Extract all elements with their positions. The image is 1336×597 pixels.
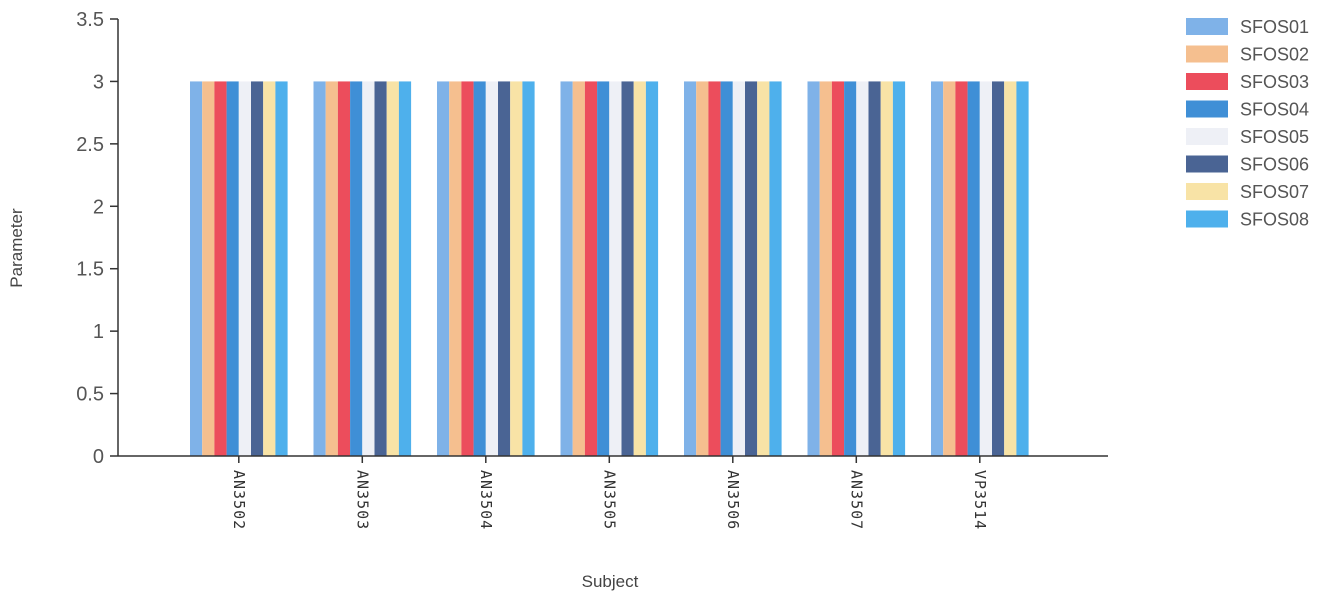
bar (374, 81, 387, 456)
y-tick-label: 0 (93, 446, 104, 468)
y-axis: 0 0.5 1 1.5 2 2.5 3 3.5 (76, 9, 119, 468)
x-tick-label: AN3502 (230, 470, 248, 530)
legend-label: SFOS05 (1240, 127, 1309, 147)
bar (696, 81, 709, 456)
x-tick-label: AN3505 (600, 470, 618, 530)
y-tick-label: 3 (93, 71, 104, 93)
legend-swatch (1186, 100, 1228, 118)
bar (745, 81, 758, 456)
plot-area (190, 81, 1029, 456)
bar (844, 81, 857, 456)
bar (831, 81, 845, 456)
bar (337, 81, 351, 456)
y-tick-label: 1 (93, 321, 104, 343)
legend-swatch (1186, 155, 1228, 173)
bar (362, 81, 375, 456)
bar (868, 81, 881, 456)
x-tick-label: AN3503 (353, 470, 371, 530)
bar (633, 81, 646, 456)
legend: SFOS01 SFOS02 SFOS03 SFOS04 SFOS05 SFOS06 SFOS… (1186, 17, 1309, 230)
y-tick-label: 0.5 (76, 384, 104, 406)
bar (1004, 81, 1017, 456)
bar (880, 81, 893, 456)
bar (931, 81, 944, 456)
bar (251, 81, 264, 456)
bar (955, 81, 968, 456)
bar (510, 81, 523, 456)
y-tick-label: 3.5 (76, 9, 104, 31)
bar (325, 81, 338, 456)
bar (609, 81, 622, 456)
bar (238, 81, 251, 456)
bar (720, 81, 733, 456)
legend-label: SFOS06 (1240, 155, 1309, 175)
bar (1016, 81, 1029, 456)
bar (461, 81, 474, 456)
x-tick-label: VP3514 (971, 470, 989, 530)
bar (572, 81, 585, 456)
bar (386, 81, 399, 456)
legend-label: SFOS03 (1240, 72, 1309, 92)
bar (485, 81, 498, 456)
bar (214, 81, 227, 456)
bar (584, 81, 598, 456)
legend-swatch (1186, 210, 1228, 228)
bar (732, 81, 745, 456)
bar (437, 81, 450, 456)
bar (226, 81, 239, 456)
y-tick-label: 2 (93, 196, 104, 218)
x-tick-label: AN3504 (477, 470, 495, 530)
legend-label: SFOS02 (1240, 45, 1309, 65)
legend-swatch (1186, 73, 1228, 90)
bar (684, 81, 697, 456)
bar (313, 81, 326, 456)
y-axis-title: Parameter (7, 208, 26, 288)
bar (967, 81, 980, 456)
x-axis: AN3502 AN3503 AN3504 AN3505 AN3506 AN3507 VP35… (118, 455, 1108, 530)
bar (473, 81, 486, 456)
legend-label: SFOS04 (1240, 100, 1309, 120)
bar (263, 81, 276, 456)
y-tick-label: 2.5 (76, 134, 104, 156)
x-tick-label: AN3507 (847, 470, 865, 530)
bar (560, 81, 573, 456)
bar (645, 81, 659, 456)
bar (979, 81, 992, 456)
legend-swatch (1186, 128, 1228, 145)
bar (522, 81, 535, 456)
legend-swatch (1186, 183, 1228, 200)
bar (856, 81, 869, 456)
bar (757, 81, 770, 456)
bar (398, 81, 412, 456)
bar (190, 81, 203, 456)
bar (769, 81, 782, 456)
bar (807, 81, 820, 456)
bar (819, 81, 832, 456)
legend-label: SFOS07 (1240, 182, 1309, 202)
bar (621, 81, 634, 456)
y-tick-label: 1.5 (76, 259, 104, 281)
bar (449, 81, 462, 456)
bar (275, 81, 288, 456)
bar (892, 81, 906, 456)
legend-label: SFOS01 (1240, 17, 1309, 37)
bar (708, 81, 721, 456)
bar (943, 81, 956, 456)
bar (202, 81, 215, 456)
legend-swatch (1186, 45, 1228, 63)
bar (992, 81, 1005, 456)
legend-swatch (1186, 18, 1228, 35)
x-tick-label: AN3506 (724, 470, 742, 530)
bar (498, 81, 511, 456)
bar (597, 81, 610, 456)
x-axis-title: Subject (582, 572, 639, 591)
legend-label: SFOS08 (1240, 210, 1309, 230)
bar (350, 81, 363, 456)
